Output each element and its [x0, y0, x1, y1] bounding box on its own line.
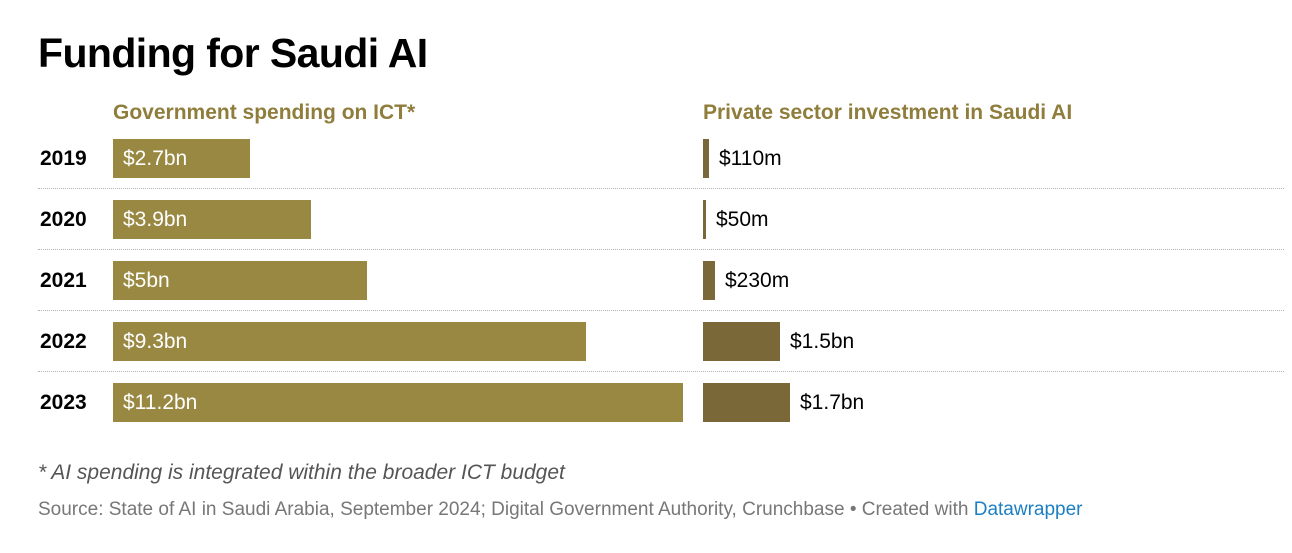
government-spending-header: Government spending on ICT*	[113, 101, 416, 124]
government-bar	[113, 200, 311, 239]
government-value-label: $2.7bn	[123, 147, 188, 170]
row-divider	[38, 249, 1284, 250]
source-text: Source: State of AI in Saudi Arabia, Sep…	[38, 499, 974, 520]
private-bar	[703, 383, 790, 422]
private-value-label: $50m	[716, 208, 769, 231]
table-row: 2023 $11.2bn $1.7bn	[0, 372, 1292, 433]
private-value-label: $110m	[719, 147, 782, 170]
year-label: 2022	[40, 330, 87, 353]
government-bar	[113, 322, 586, 361]
private-bar	[703, 322, 780, 361]
private-investment-header: Private sector investment in Saudi AI	[703, 101, 1073, 124]
row-divider	[38, 310, 1284, 311]
government-bar	[113, 383, 683, 422]
year-label: 2021	[40, 269, 87, 292]
government-value-label: $9.3bn	[123, 330, 188, 353]
private-bar	[703, 139, 709, 178]
government-value-label: $5bn	[123, 269, 170, 292]
table-row: 2019 $2.7bn $110m	[0, 128, 1292, 189]
private-value-label: $1.7bn	[800, 391, 865, 414]
footnote: * AI spending is integrated within the b…	[38, 461, 565, 484]
chart-title: Funding for Saudi AI	[38, 30, 428, 76]
year-label: 2019	[40, 147, 87, 170]
government-bar	[113, 139, 250, 178]
government-bar	[113, 261, 367, 300]
row-divider	[38, 188, 1284, 189]
year-label: 2023	[40, 391, 87, 414]
private-bar	[703, 261, 715, 300]
table-row: 2020 $3.9bn $50m	[0, 189, 1292, 250]
datawrapper-link[interactable]: Datawrapper	[973, 499, 1083, 520]
source-line: Source: State of AI in Saudi Arabia, Sep…	[38, 499, 1083, 521]
row-divider	[38, 371, 1284, 372]
private-value-label: $230m	[725, 269, 790, 292]
private-value-label: $1.5bn	[790, 330, 855, 353]
table-row: 2022 $9.3bn $1.5bn	[0, 311, 1292, 372]
table-row: 2021 $5bn $230m	[0, 250, 1292, 311]
government-value-label: $3.9bn	[123, 208, 188, 231]
year-label: 2020	[40, 208, 87, 231]
private-bar	[703, 200, 706, 239]
government-value-label: $11.2bn	[123, 391, 198, 414]
